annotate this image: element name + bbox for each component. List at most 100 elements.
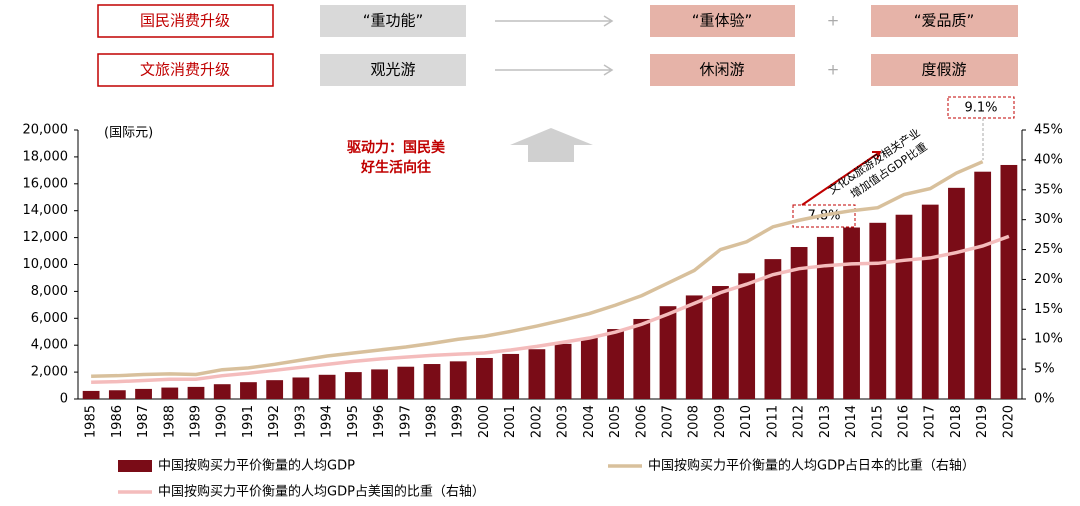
bar	[895, 214, 913, 399]
bar	[685, 295, 703, 399]
x-tick-label: 1993	[293, 405, 308, 438]
y2-tick-label: 30%	[1034, 212, 1063, 227]
driver-text: 好生活向往	[360, 159, 431, 176]
bar	[948, 187, 965, 399]
legend-swatch	[118, 460, 152, 472]
bar	[397, 366, 415, 399]
x-tick-label: 2004	[582, 405, 597, 438]
bar	[1000, 164, 1018, 399]
x-tick-label: 1989	[189, 405, 204, 438]
y2-tick-label: 15%	[1034, 302, 1063, 317]
x-tick-label: 1987	[136, 405, 151, 438]
bar	[633, 318, 651, 399]
x-tick-label: 1996	[372, 405, 387, 438]
x-tick-label: 2015	[870, 405, 885, 438]
x-tick-label: 1994	[320, 405, 335, 438]
row-label: 文旅消费升级	[140, 61, 230, 79]
x-tick-label: 2012	[792, 405, 807, 438]
arrow	[495, 15, 614, 76]
x-tick-label: 2009	[713, 405, 728, 438]
x-tick-label: 2005	[608, 405, 623, 438]
row-label: 国民消费升级	[140, 12, 230, 30]
callout-box	[792, 204, 856, 228]
trend-arrow	[801, 151, 882, 206]
bar	[161, 387, 179, 399]
to-text: “重体验”	[692, 12, 753, 30]
bar	[108, 390, 126, 399]
bar	[712, 286, 729, 399]
y-tick-label: 4,000	[31, 338, 68, 353]
unit-label: (国际元)	[104, 126, 153, 141]
x-tick-label: 1998	[425, 405, 440, 438]
legend-label: 中国按购买力平价衡量的人均GDP占日本的比重（右轴）	[648, 458, 975, 474]
callout-box	[947, 96, 1015, 119]
bar	[816, 236, 834, 399]
bar	[580, 337, 598, 399]
bar	[240, 382, 257, 399]
x-tick-label: 1991	[241, 405, 256, 438]
header: 国民消费升级 文旅消费升级 “重功能” 观光游 “重体验” 休闲游 “爱品质” …	[97, 4, 1018, 87]
x-tick-label: 2019	[975, 405, 990, 438]
y-tick-label: 6,000	[31, 311, 68, 326]
label-box	[97, 53, 274, 87]
bar	[738, 273, 756, 399]
x-tick-label: 2000	[477, 405, 492, 438]
bar	[266, 380, 284, 399]
up-arrow	[510, 128, 593, 162]
bar	[344, 372, 362, 399]
from-box	[320, 54, 466, 86]
to-box	[871, 5, 1018, 37]
x-tick-label: 2001	[503, 405, 518, 438]
x-tick-label: 2013	[818, 405, 833, 438]
y2-tick-label: 45%	[1034, 123, 1063, 138]
bar	[554, 343, 572, 399]
x-tick-label: 2011	[765, 405, 780, 438]
y2-tick-label: 35%	[1034, 182, 1063, 197]
bar	[869, 222, 887, 399]
driver-text: 驱动力：国民美	[347, 139, 446, 156]
bar	[790, 247, 808, 399]
bar	[921, 204, 939, 399]
x-tick-label: 1986	[110, 405, 125, 438]
legend-label: 中国按购买力平价衡量的人均GDP占美国的比重（右轴）	[158, 484, 485, 500]
x-tick-label: 2003	[556, 405, 571, 438]
bar	[318, 374, 336, 399]
y2-tick-label: 10%	[1034, 332, 1063, 347]
x-tick-label: 2017	[923, 405, 938, 438]
bar	[764, 259, 782, 399]
x-tick-label: 1997	[398, 405, 413, 438]
x-tick-label: 1990	[215, 405, 230, 438]
plus: +	[827, 12, 840, 30]
y-tick-label: 10,000	[23, 257, 69, 272]
bar	[659, 306, 677, 399]
bar	[502, 353, 520, 399]
bar	[423, 364, 441, 399]
bar	[974, 171, 992, 399]
label-box	[97, 4, 274, 38]
to-text: “爱品质”	[914, 12, 975, 30]
bar	[449, 361, 467, 399]
bar	[82, 390, 100, 399]
bar	[607, 329, 624, 399]
x-tick-label: 2016	[897, 405, 912, 438]
x-tick-label: 2018	[949, 405, 964, 438]
to-box	[650, 5, 795, 37]
x-tick-label: 1985	[84, 405, 99, 438]
x-tick-label: 1992	[267, 405, 282, 438]
x-tick-label: 1999	[451, 405, 466, 438]
bar	[213, 384, 231, 399]
y-tick-label: 12,000	[23, 230, 69, 245]
y-tick-label: 14,000	[23, 203, 69, 218]
to-box	[650, 54, 795, 86]
y2-tick-label: 40%	[1034, 152, 1063, 167]
callout-text: 9.1%	[964, 101, 997, 116]
x-tick-label: 2010	[739, 405, 754, 438]
plus: +	[827, 61, 840, 79]
x-tick-label: 2020	[1001, 405, 1016, 438]
y-tick-label: 8,000	[31, 284, 68, 299]
bar	[135, 388, 152, 399]
to-box	[871, 54, 1018, 86]
to-text: 度假游	[921, 61, 966, 79]
x-tick-label: 1988	[162, 405, 177, 438]
